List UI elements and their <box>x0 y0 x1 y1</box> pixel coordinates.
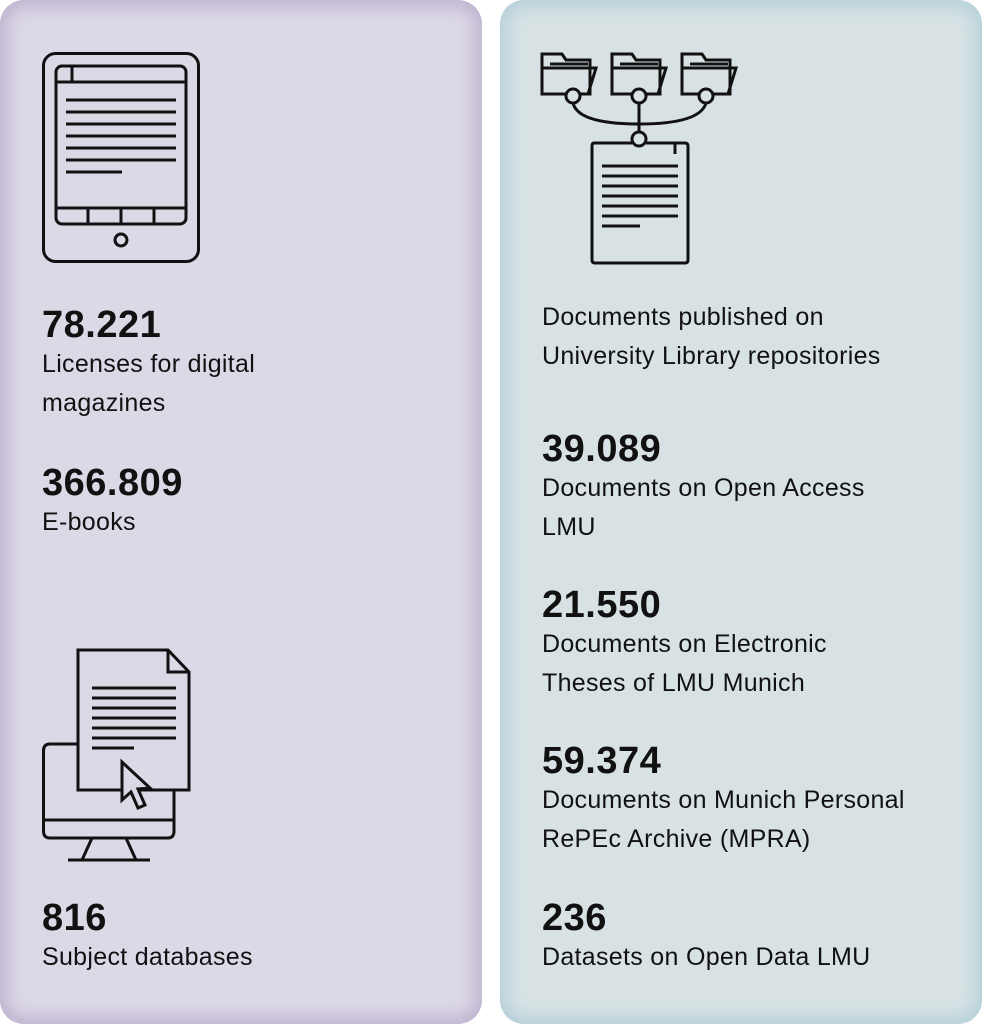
stat-value: 78.221 <box>42 304 162 346</box>
stat-label-line1: Datasets on Open Data LMU <box>542 943 871 971</box>
stat-subject-databases: 816 Subject databases <box>42 898 253 977</box>
stat-label-line2: Theses of LMU Munich <box>542 669 806 697</box>
stat-label-line1: Documents on Electronic <box>542 630 827 658</box>
stat-value: 816 <box>42 897 107 939</box>
stat-label-line1: Documents on Open Access <box>542 474 865 502</box>
heading-line1: Documents published on <box>542 303 824 331</box>
stat-label-line2: RePEc Archive (MPRA) <box>542 825 811 853</box>
computer-document-cursor-icon <box>42 648 192 863</box>
repositories-heading: Documents published on University Librar… <box>542 298 881 376</box>
heading-line2: University Library repositories <box>542 342 881 370</box>
stat-electronic-theses: 21.550 Documents on Electronic Theses of… <box>542 585 827 703</box>
left-panel: 78.221 Licenses for digital magazines 36… <box>0 0 482 1024</box>
stat-open-data: 236 Datasets on Open Data LMU <box>542 898 871 977</box>
stat-value: 59.374 <box>542 740 662 782</box>
stat-digital-magazines: 78.221 Licenses for digital magazines <box>42 305 255 423</box>
ebook-reader-icon <box>42 52 200 264</box>
folders-to-repository-icon <box>540 46 746 266</box>
stat-label: E-books <box>42 508 136 536</box>
stat-label-line2: magazines <box>42 389 166 417</box>
stat-mpra: 59.374 Documents on Munich Personal RePE… <box>542 741 905 859</box>
stat-label-line1: Licenses for digital <box>42 350 256 378</box>
stat-value: 39.089 <box>542 428 662 470</box>
stat-ebooks: 366.809 E-books <box>42 463 183 542</box>
stat-label: Subject databases <box>42 943 253 971</box>
stat-label-line1: Documents on Munich Personal <box>542 786 905 814</box>
stat-value: 236 <box>542 897 607 939</box>
stat-open-access: 39.089 Documents on Open Access LMU <box>542 429 865 547</box>
stat-value: 366.809 <box>42 462 183 504</box>
stat-value: 21.550 <box>542 584 662 626</box>
right-panel: Documents published on University Librar… <box>500 0 982 1024</box>
stat-label-line2: LMU <box>542 513 596 541</box>
